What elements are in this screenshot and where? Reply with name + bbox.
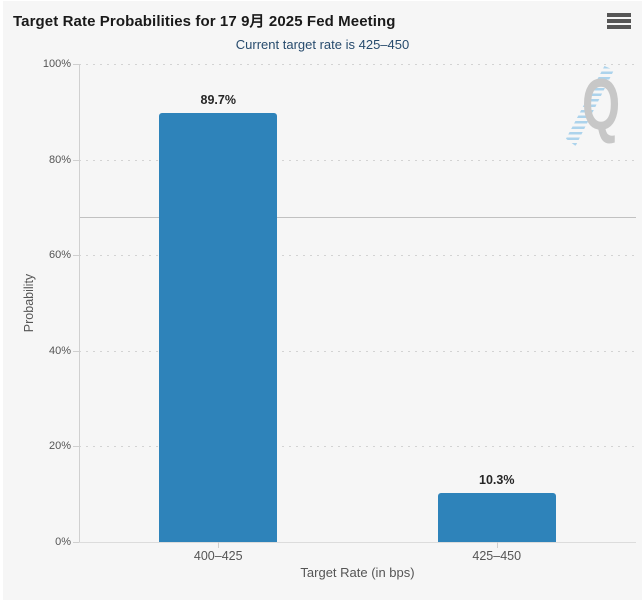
- y-axis-tick-label: 60%: [48, 249, 71, 262]
- y-axis-tick: [73, 64, 79, 65]
- y-axis-tick-label: 80%: [48, 153, 71, 166]
- reference-line: [79, 216, 636, 218]
- hamburger-menu-icon: [607, 13, 631, 17]
- gridline-100pct: [79, 64, 636, 65]
- x-axis-title: Target Rate (in bps): [300, 565, 415, 580]
- gridline-80pct: [79, 159, 636, 161]
- bar-value-label: 89.7%: [200, 93, 236, 108]
- y-axis-tick-label: 100%: [42, 58, 71, 70]
- y-axis-tick-label: 0%: [55, 536, 71, 548]
- quikstrike-watermark-icon: Q: [582, 65, 621, 145]
- bar-value-label: 10.3%: [479, 472, 515, 487]
- y-axis-tick-label: 40%: [48, 344, 71, 357]
- y-axis-title: Probability: [22, 273, 36, 333]
- y-axis-line: [79, 64, 80, 542]
- y-axis-tick-label: 20%: [48, 440, 71, 453]
- bar-400–425[interactable]: [159, 113, 278, 542]
- x-category-label: 400–425: [193, 549, 243, 563]
- y-axis-tick: [73, 542, 79, 543]
- hamburger-menu-icon: [607, 19, 631, 23]
- context-menu-button[interactable]: [607, 13, 631, 29]
- y-axis-tick: [73, 350, 79, 352]
- x-axis-tick: [496, 542, 498, 548]
- chart-subtitle: Current target rate is 425–450: [235, 37, 410, 52]
- x-axis-line: [79, 542, 636, 543]
- gridline-20pct: [79, 446, 636, 448]
- bar-425–450[interactable]: [437, 492, 556, 542]
- x-axis-tick: [218, 542, 220, 548]
- hamburger-menu-icon: [607, 25, 631, 29]
- y-axis-tick: [73, 255, 79, 257]
- y-axis-tick: [73, 446, 79, 448]
- x-category-label: 425–450: [472, 549, 522, 563]
- chart-title: Target Rate Probabilities for 17 9月 2025…: [13, 13, 396, 30]
- gridline-60pct: [79, 255, 636, 257]
- y-axis-tick: [73, 159, 79, 161]
- gridline-40pct: [79, 350, 636, 352]
